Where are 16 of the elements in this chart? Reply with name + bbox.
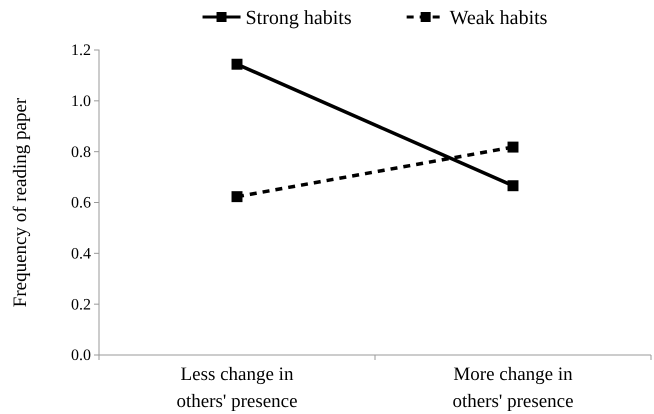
point bbox=[232, 58, 242, 70]
point bbox=[232, 191, 242, 202]
legend-label: Strong habits bbox=[246, 7, 352, 29]
x-tick-label: Less change in others' presence bbox=[176, 364, 298, 412]
y-tick-label: 1.0 bbox=[71, 92, 91, 110]
legend-label: Weak habits bbox=[450, 7, 548, 29]
x-tick-label: More change in others' presence bbox=[452, 364, 574, 412]
y-tick-label: 0.4 bbox=[71, 245, 91, 262]
point bbox=[508, 180, 518, 192]
y-tick-label: 0.2 bbox=[71, 296, 91, 314]
y-tick-label: 0.0 bbox=[71, 347, 91, 364]
y-tick-label: 1.2 bbox=[71, 42, 91, 60]
y-tick-label: 0.8 bbox=[71, 144, 91, 161]
point bbox=[508, 142, 518, 153]
y-tick-label: 0.6 bbox=[71, 194, 91, 212]
y-axis-title: Frequency of reading paper bbox=[10, 97, 31, 308]
